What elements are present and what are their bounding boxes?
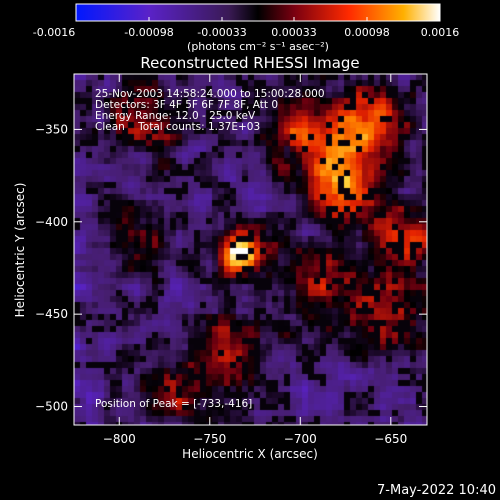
- colorbar-unit-label: (photons cm⁻² s⁻¹ asec⁻²): [187, 40, 329, 53]
- chart-title: Reconstructed RHESSI Image: [140, 54, 359, 72]
- colorbar-tick-label: 0.0016: [421, 26, 460, 39]
- y-axis-label: Heliocentric Y (arcsec): [13, 183, 27, 318]
- x-axis-label: Heliocentric X (arcsec): [182, 447, 318, 461]
- x-tick-label: −650: [374, 432, 407, 446]
- x-tick-label: −700: [284, 432, 317, 446]
- timestamp: 7-May-2022 10:40: [377, 483, 496, 498]
- colorbar-ticks: [75, 17, 441, 21]
- colorbar-tick-label: 0.00098: [344, 26, 390, 39]
- colorbar-tick-label: -0.0016: [33, 26, 75, 39]
- y-tick-label: −450: [35, 307, 68, 321]
- annotation-energy-range: Energy Range: 12.0 - 25.0 keV: [95, 110, 256, 122]
- colorbar-tick-label: -0.00098: [124, 26, 173, 39]
- colorbar-tick-label: 0.00033: [271, 26, 317, 39]
- plot-frame: [73, 73, 428, 426]
- heatmap-image: [74, 74, 427, 425]
- x-axis: −800 −750 −700 −650: [103, 74, 407, 446]
- peak-position-label: Position of Peak = [-733,-416]: [95, 398, 252, 410]
- y-tick-label: −350: [35, 122, 68, 136]
- colorbar-tick-label: -0.00033: [197, 26, 246, 39]
- y-axis: −350 −400 −450 −500: [35, 122, 427, 414]
- y-tick-label: −400: [35, 215, 68, 229]
- x-tick-label: −800: [103, 432, 136, 446]
- x-tick-label: −750: [193, 432, 226, 446]
- y-tick-label: −500: [35, 400, 68, 414]
- colorbar: [75, 3, 441, 22]
- annotation-clean-counts: Clean Total counts: 1.37E+03: [95, 121, 260, 133]
- annotation-time-range: 25-Nov-2003 14:58:24.000 to 15:00:28.000: [95, 88, 325, 100]
- annotation-detectors: Detectors: 3F 4F 5F 6F 7F 8F, Att 0: [95, 99, 278, 111]
